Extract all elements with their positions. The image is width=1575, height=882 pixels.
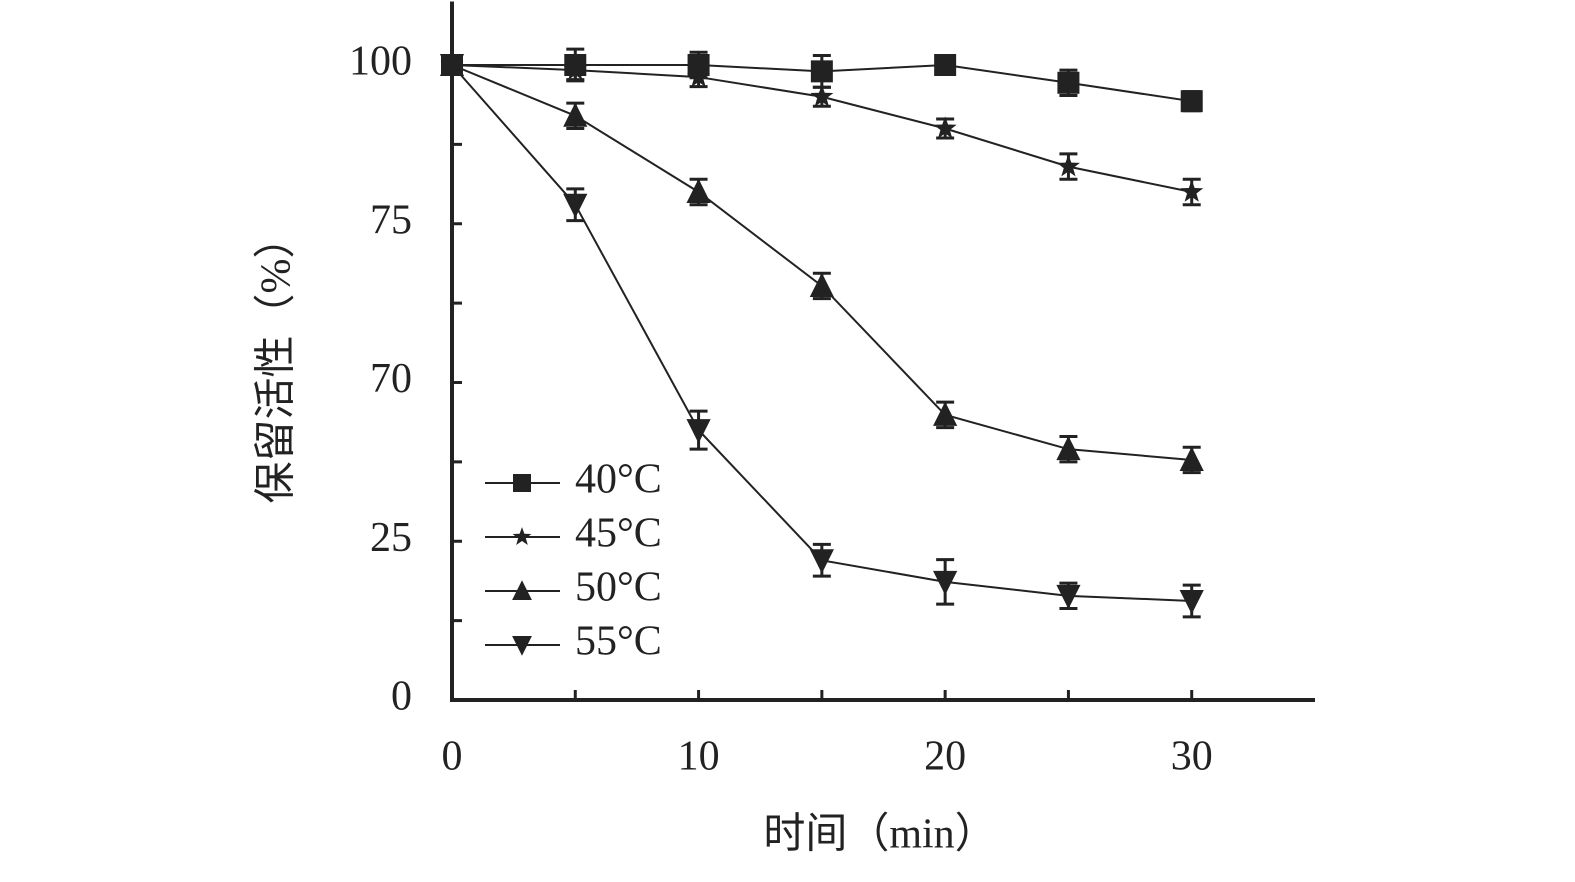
- marker: [563, 102, 588, 127]
- marker: [809, 549, 834, 574]
- x-tick-label: 20: [924, 734, 966, 780]
- marker: [687, 64, 711, 87]
- legend-label: 45°C: [575, 511, 662, 557]
- marker: [809, 272, 834, 297]
- marker: [933, 570, 958, 596]
- marker: [1179, 446, 1204, 471]
- marker: [563, 193, 588, 218]
- marker: [1179, 589, 1204, 615]
- marker: [686, 178, 711, 203]
- marker: [563, 57, 587, 80]
- y-axis-label: 保留活性（%）: [254, 217, 300, 504]
- x-axis-label: 时间（min）: [763, 812, 996, 858]
- y-tick-label: 75: [370, 197, 412, 243]
- marker: [1056, 435, 1081, 461]
- marker: [1056, 584, 1081, 610]
- y-tick-label: 0: [391, 674, 412, 720]
- marker: [686, 419, 711, 444]
- legend-marker: [512, 527, 532, 546]
- marker: [810, 60, 833, 83]
- series-line: [451, 64, 1192, 602]
- legend-marker: [512, 636, 532, 656]
- series-line: [451, 64, 1192, 461]
- marker: [439, 54, 465, 79]
- legend-marker: [512, 580, 532, 600]
- y-tick-label: 25: [370, 515, 412, 561]
- marker: [934, 54, 957, 76]
- marker: [1056, 154, 1080, 177]
- marker: [1057, 71, 1080, 94]
- x-tick-label: 10: [678, 734, 720, 780]
- marker: [933, 401, 958, 426]
- x-tick-label: 30: [1171, 734, 1213, 780]
- legend-label: 50°C: [575, 565, 662, 611]
- legend-label: 40°C: [575, 457, 662, 503]
- y-tick-label: 70: [370, 356, 412, 402]
- legend-label: 55°C: [575, 619, 662, 665]
- legend-marker: [513, 474, 531, 492]
- marker: [933, 116, 957, 139]
- marker: [810, 84, 834, 107]
- marker: [1180, 179, 1204, 202]
- y-tick-label: 100: [349, 39, 412, 85]
- x-tick-label: 0: [442, 734, 463, 780]
- marker: [1180, 90, 1203, 113]
